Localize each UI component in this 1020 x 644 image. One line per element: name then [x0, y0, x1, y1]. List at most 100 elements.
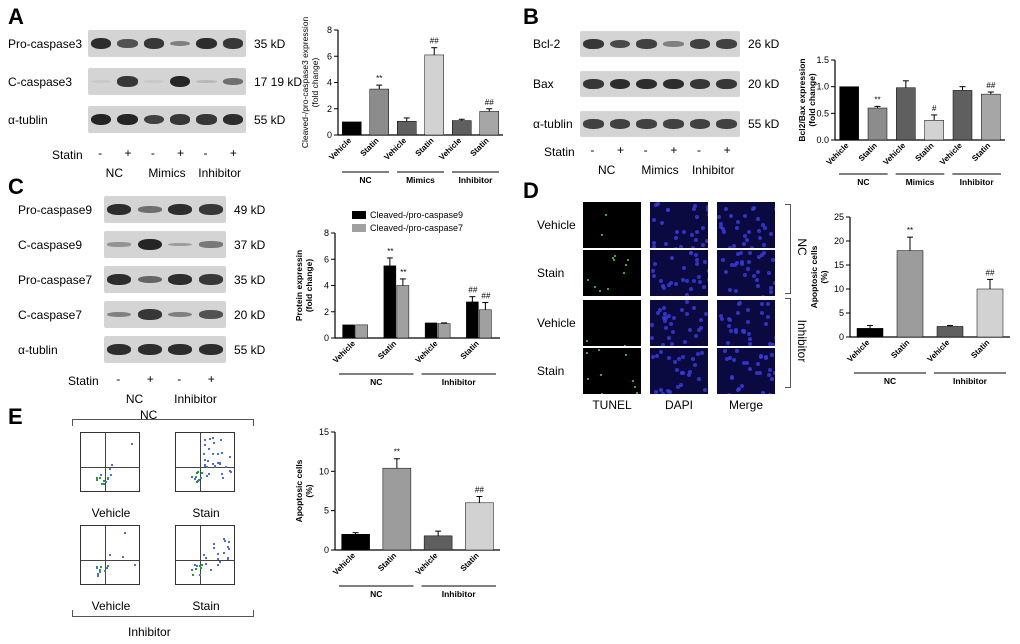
micro-dot: [674, 247, 679, 248]
micro-dot: [631, 380, 634, 383]
blot-band: [137, 275, 162, 284]
flow-dot: [191, 574, 194, 577]
micro-col-label: Merge: [728, 398, 763, 412]
micro-dot: [743, 214, 748, 219]
micro-dot: [651, 240, 656, 245]
micro-dot: [718, 314, 723, 319]
micro-dot: [681, 265, 686, 270]
micro-dot: [727, 246, 732, 248]
micro-dot: [652, 244, 657, 248]
micro-dot: [651, 354, 656, 359]
flow-dot: [109, 554, 112, 557]
micro-dot: [661, 284, 666, 289]
micro-dot: [728, 288, 733, 293]
panel-c-label: C: [8, 174, 24, 199]
flow-dot: [206, 465, 209, 468]
blot-kd-label: 37 kD: [234, 237, 266, 252]
micro-dot: [745, 320, 750, 325]
micro-dot: [593, 286, 596, 289]
category-label: Vehicle: [414, 551, 440, 577]
micro-dot: [694, 262, 699, 267]
flow-dot: [208, 448, 211, 451]
blot-row-label: C-caspase7: [18, 307, 83, 322]
micro-dot: [761, 391, 766, 394]
flow-caption: Stain: [192, 599, 220, 613]
micro-dot: [653, 202, 658, 207]
blot-row-label: α-tublin: [533, 117, 573, 131]
micro-dot: [745, 267, 750, 272]
significance-mark: **: [874, 95, 880, 104]
blot-kd-label: 55 kD: [748, 117, 780, 131]
micro-dot: [660, 391, 665, 394]
significance-mark: ##: [481, 292, 490, 301]
bar: [355, 324, 368, 339]
micro-dot: [760, 294, 765, 296]
micro-dot: [739, 383, 744, 388]
micro-dot: [729, 328, 734, 333]
micro-dot: [700, 242, 705, 247]
group-bracket: [785, 204, 791, 294]
bar: [856, 328, 884, 338]
y-axis-label: Cleaved-/pro-caspase3 expression: [300, 17, 310, 149]
category-label: Vehicle: [437, 136, 463, 162]
micro-dot: [706, 212, 708, 217]
micro-dot: [661, 315, 666, 320]
y-tick-label: 10: [319, 466, 329, 476]
flow-dot: [229, 456, 232, 459]
micro-dot: [727, 392, 732, 394]
statin-sign: +: [146, 372, 154, 386]
bar: [396, 285, 410, 339]
micro-dot: [666, 282, 671, 287]
micro-dot: [654, 390, 659, 394]
micro-dot: [633, 386, 636, 389]
flow-dot: [223, 552, 226, 555]
flow-dot: [191, 476, 194, 479]
micro-dot: [770, 257, 775, 262]
blot-band: [198, 204, 223, 215]
statin-sign: +: [229, 146, 237, 160]
flow-dot: [206, 475, 209, 478]
statin-label: Statin: [52, 148, 83, 162]
bar: [424, 54, 444, 136]
micro-dot: [737, 386, 742, 391]
chart-svg: 0 5 10 15 Apoptosic cells (%) Vehicle ** Statin V…: [294, 427, 500, 599]
micro-dot: [651, 274, 656, 278]
micro-dot: [699, 318, 704, 323]
micro-dot: [756, 284, 761, 289]
blot-band: [636, 39, 658, 49]
micro-dot: [651, 269, 656, 274]
flow-dot: [197, 479, 200, 482]
micro-dot: [674, 368, 679, 373]
statin-sign: +: [670, 143, 678, 157]
flow-dot: [208, 438, 211, 441]
micro-dot: [725, 341, 730, 346]
micro-dot: [699, 351, 704, 356]
flow-dot: [199, 477, 202, 480]
blot-band: [198, 310, 223, 319]
y-tick-label: 20: [834, 236, 844, 246]
group-label: NC: [125, 392, 144, 406]
blot-band: [198, 241, 223, 248]
statin-sign: -: [203, 146, 208, 160]
group-label: Inhibitor: [459, 175, 494, 185]
blot-band: [137, 238, 162, 251]
micro-dot: [689, 286, 694, 291]
y-tick-label: 0: [324, 545, 329, 555]
blot-kd-label: 26 kD: [748, 37, 780, 51]
micro-dot: [669, 321, 673, 326]
category-label: Vehicle: [331, 339, 357, 365]
bar: [382, 467, 412, 551]
micro-dot: [763, 321, 768, 326]
y-tick-label: 5: [839, 308, 844, 318]
flow-dot: [95, 479, 98, 482]
micro-dot: [771, 342, 775, 346]
statin-sign: -: [116, 372, 121, 386]
micro-dot: [750, 246, 755, 248]
group-label: NC: [370, 589, 382, 599]
micro-dot: [614, 255, 617, 258]
micro-dot: [613, 259, 616, 262]
micro-dot: [762, 226, 767, 231]
bar: [976, 288, 1004, 338]
blot-band: [169, 75, 191, 88]
blot-band: [90, 80, 112, 83]
